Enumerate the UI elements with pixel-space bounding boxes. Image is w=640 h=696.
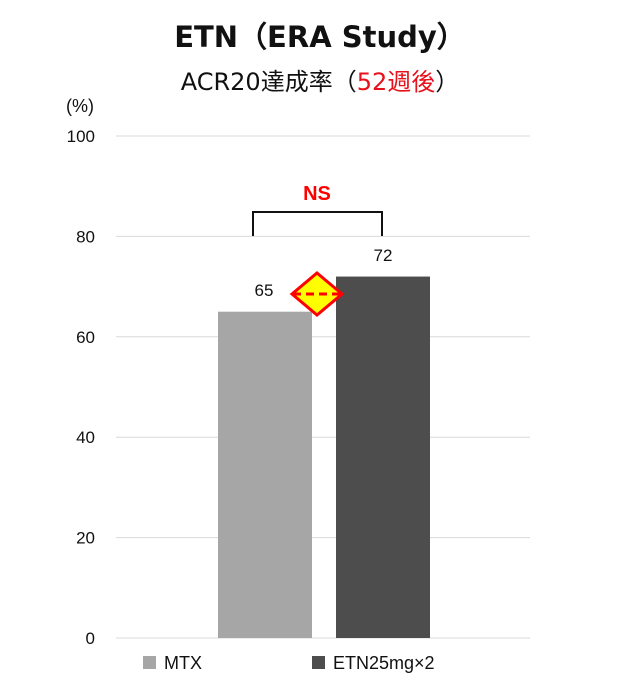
chart-subtitle: ACR20達成率（52週後） [0,62,640,97]
significance-bracket [252,211,383,236]
chart-title: ETN（ERA Study） [174,20,466,54]
data-label-mtx: 65 [255,281,274,300]
legend-swatch-mtx [143,656,156,669]
y-tick-label-40: 40 [76,428,95,447]
legend-label-mtx: MTX [164,653,202,673]
legend-swatch-etn [312,656,325,669]
y-tick-label-100: 100 [67,127,95,146]
y-tick-label-60: 60 [76,328,95,347]
y-tick-label-0: 0 [86,629,95,648]
data-label-etn: 72 [374,246,393,265]
y-tick-label-80: 80 [76,227,95,246]
subtitle-highlight: 52週後 [356,68,436,96]
subtitle-suffix: ） [435,68,460,96]
legend-label-etn: ETN25mg×2 [333,653,435,673]
difference-diamond-icon [289,271,345,317]
bar-etn [336,276,430,638]
y-tick-label-20: 20 [76,529,95,548]
y-unit-label: (%) [66,96,94,116]
bar-mtx [218,311,312,638]
subtitle-prefix: ACR20達成率（ [180,68,357,96]
significance-label: NS [303,183,331,205]
